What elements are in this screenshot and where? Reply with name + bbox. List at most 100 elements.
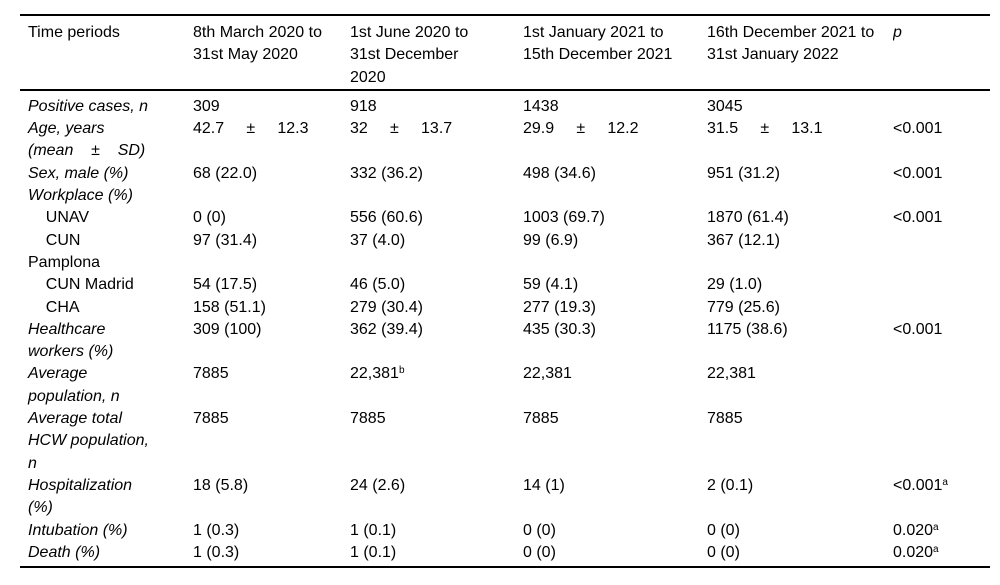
table-cell: 309 (193, 90, 350, 118)
cell-superscript: a (942, 476, 948, 488)
table-row-average-population: Average population, n 7885 22,381b 22,38… (20, 363, 990, 408)
header-row: Time periods 8th March 2020 to 31st May … (20, 15, 990, 91)
table-cell-p: <0.001 (893, 163, 990, 185)
cell-value: 24 (2.6) (350, 476, 406, 494)
table-cell: 29 (1.0) (707, 274, 893, 296)
table-cell: 556 (60.6) (350, 207, 523, 229)
cell-value: 1438 (523, 97, 559, 115)
table-cell: 31.5 ± 13.1 (707, 118, 893, 163)
table-cell: 0 (0) (523, 542, 707, 567)
table-cell-p: <0.001 (893, 207, 990, 229)
table-cell: 3045 (707, 90, 893, 118)
table-row-cun-madrid: CUN Madrid 54 (17.5) 46 (5.0) 59 (4.1) 2… (20, 274, 990, 296)
col-header-time-periods: Time periods (20, 15, 193, 91)
col-header-period-3: 1st January 2021 to 15th December 2021 (523, 15, 707, 91)
table-row-death: Death (%) 1 (0.3) 1 (0.1) 0 (0) 0 (0) 0.… (20, 542, 990, 567)
table-row-average-total-hcw: Average total HCW population, n 7885 788… (20, 408, 990, 475)
cell-value: 279 (30.4) (350, 298, 423, 316)
table-cell-p: 0.020a (893, 542, 990, 567)
table-row-positive-cases: Positive cases, n 309 918 1438 3045 (20, 90, 990, 118)
cell-value: 0 (0) (707, 543, 740, 561)
cell-superscript: a (933, 543, 939, 555)
table-cell: 7885 (350, 408, 523, 475)
table-cell: 279 (30.4) (350, 297, 523, 319)
table-cell: 37 (4.0) (350, 230, 523, 275)
cell-value: 59 (4.1) (523, 276, 579, 294)
row-label: Death (%) (28, 543, 101, 561)
cell-value: 367 (12.1) (707, 231, 780, 249)
table-cell: 18 (5.8) (193, 475, 350, 520)
cell-value: 0 (0) (193, 209, 226, 227)
table-cell-p (893, 297, 990, 319)
table-row-cha: CHA 158 (51.1) 279 (30.4) 277 (19.3) 779… (20, 297, 990, 319)
table-cell: 0 (0) (707, 542, 893, 567)
cell-value: 158 (51.1) (193, 298, 266, 316)
cell-value: 3045 (707, 97, 743, 115)
table-cell: 68 (22.0) (193, 163, 350, 185)
cell-value: <0.001 (893, 164, 943, 182)
col-header-p-value: p (893, 15, 990, 91)
cell-superscript: a (933, 521, 939, 533)
table-cell-p (893, 185, 990, 207)
table-cell: 1870 (61.4) (707, 207, 893, 229)
table-cell-p (893, 274, 990, 296)
table-cell: 779 (25.6) (707, 297, 893, 319)
cell-value: 1 (0.1) (350, 521, 397, 539)
table-cell: 7885 (523, 408, 707, 475)
cell-value: 18 (5.8) (193, 476, 249, 494)
cell-value: 97 (31.4) (193, 231, 258, 249)
table-cell: 22,381b (350, 363, 523, 408)
row-label: CHA (28, 298, 80, 316)
table-cell: 14 (1) (523, 475, 707, 520)
cell-value: 7885 (193, 365, 229, 383)
cell-value: <0.001 (893, 209, 943, 227)
table-cell: 59 (4.1) (523, 274, 707, 296)
table-cell: 1 (0.3) (193, 542, 350, 567)
table-cell: 158 (51.1) (193, 297, 350, 319)
cell-value: 31.5 ± 13.1 (707, 120, 823, 138)
table-row-unav: UNAV 0 (0) 556 (60.6) 1003 (69.7) 1870 (… (20, 207, 990, 229)
table-row-healthcare-workers: Healthcare workers (%) 309 (100) 362 (39… (20, 319, 990, 364)
table-cell: 0 (0) (707, 520, 893, 542)
table-cell-p: 0.020a (893, 520, 990, 542)
table-row-age: Age, years (mean ± SD) 42.7 ± 12.3 32 ± … (20, 118, 990, 163)
cell-value: 22,381 (350, 365, 399, 383)
cell-value: 556 (60.6) (350, 209, 423, 227)
cell-value: <0.001 (893, 476, 943, 494)
table-cell: 54 (17.5) (193, 274, 350, 296)
cell-value: 498 (34.6) (523, 164, 596, 182)
cell-value: 1 (0.3) (193, 521, 240, 539)
row-label: UNAV (28, 209, 90, 227)
table-cell-p (893, 90, 990, 118)
table-cell: 29.9 ± 12.2 (523, 118, 707, 163)
cell-superscript: b (398, 365, 405, 377)
table-cell: 1 (0.3) (193, 520, 350, 542)
cell-value: 37 (4.0) (350, 231, 406, 249)
cell-value: 68 (22.0) (193, 164, 258, 182)
table-row-intubation: Intubation (%) 1 (0.3) 1 (0.1) 0 (0) 0 (… (20, 520, 990, 542)
table-cell-p: <0.001 (893, 118, 990, 163)
table-cell (707, 185, 893, 207)
row-label: Positive cases, n (28, 97, 149, 115)
row-label: Hospitalization (%) (28, 476, 133, 517)
table-cell: 0 (0) (193, 207, 350, 229)
table-cell: 951 (31.2) (707, 163, 893, 185)
cell-value: 0 (0) (523, 521, 556, 539)
cell-value: 7885 (523, 410, 559, 428)
cell-value: 14 (1) (523, 476, 565, 494)
cell-value: 779 (25.6) (707, 298, 780, 316)
cell-value: 1870 (61.4) (707, 209, 789, 227)
cell-value: 309 (100) (193, 320, 262, 338)
table-cell-p (893, 363, 990, 408)
table-cell: 2 (0.1) (707, 475, 893, 520)
cell-value: 22,381 (707, 365, 756, 383)
table-cell: 1 (0.1) (350, 520, 523, 542)
table-cell-p: <0.001 (893, 319, 990, 364)
table-cell (350, 185, 523, 207)
table-row-cun-pamplona: CUN Pamplona 97 (31.4) 37 (4.0) 99 (6.9)… (20, 230, 990, 275)
table-cell: 918 (350, 90, 523, 118)
table-cell: 1 (0.1) (350, 542, 523, 567)
cell-value: 1 (0.1) (350, 543, 397, 561)
cell-value: 362 (39.4) (350, 320, 423, 338)
table-cell: 362 (39.4) (350, 319, 523, 364)
